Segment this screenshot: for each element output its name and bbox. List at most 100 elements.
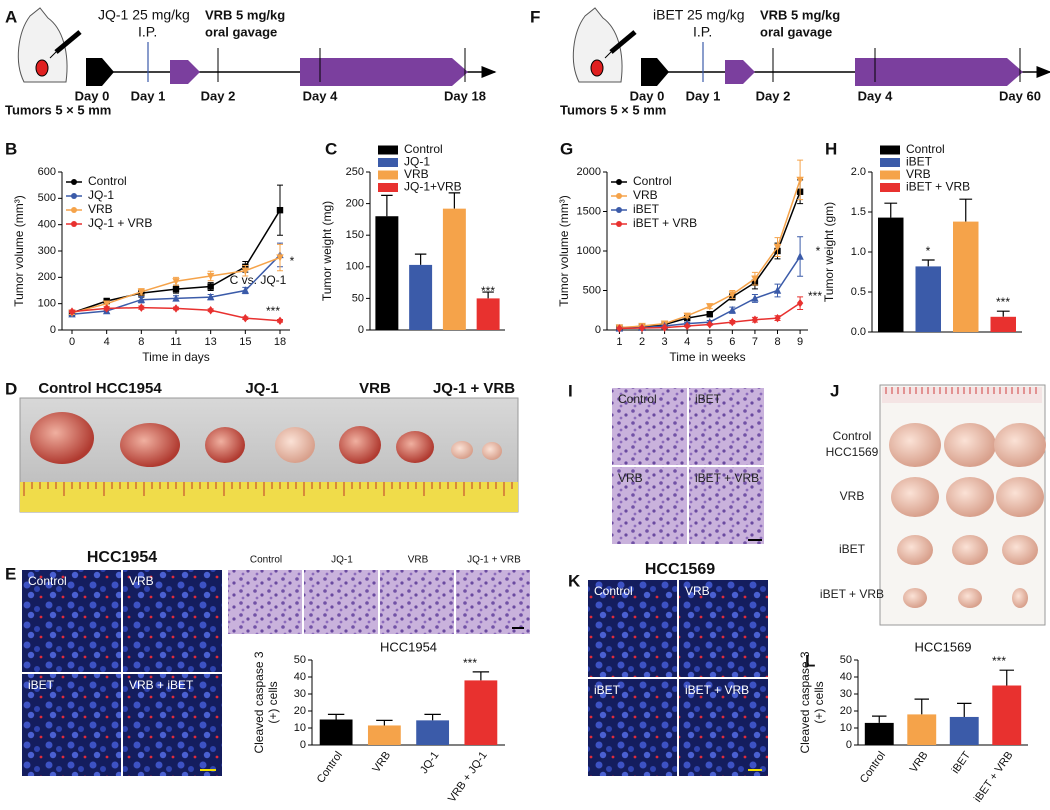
y-axis-label: Tumor weight (mg) [320, 201, 334, 301]
tumor [946, 477, 994, 517]
chart-title: HCC1954 [380, 639, 437, 654]
bar [476, 298, 500, 330]
y-tick-label: 150 [346, 229, 364, 241]
legend-marker [616, 179, 622, 185]
y-tick-label: 400 [38, 219, 56, 231]
marker [751, 294, 759, 302]
marker [774, 313, 781, 323]
error-bar [448, 192, 461, 209]
marker [68, 307, 76, 316]
y-tick-label: 1000 [577, 245, 601, 257]
tumor [275, 427, 315, 463]
y-tick-label: 200 [38, 271, 56, 283]
micrograph [612, 467, 687, 544]
tumor [1012, 588, 1028, 608]
legend-label: VRB [88, 202, 113, 216]
tumor [1002, 535, 1038, 565]
chart-title: HCC1569 [914, 639, 971, 654]
micrograph [689, 467, 764, 544]
panel-letter: B [5, 139, 17, 158]
marker [796, 252, 804, 260]
micrograph-label: Control [28, 574, 67, 588]
x-tick-label: VRB [370, 750, 393, 775]
x-tick-label: 15 [239, 336, 251, 348]
photo-label: HCC1569 [826, 445, 879, 459]
micrograph-label: JQ-1 + VRB [467, 555, 521, 566]
y-tick-label: 2000 [577, 166, 601, 178]
y-tick-label: 1.5 [851, 206, 866, 218]
legend-marker [71, 207, 77, 213]
start-arrow [641, 58, 669, 86]
annotation: * [926, 244, 931, 258]
micrograph-label: iBET + VRB [685, 683, 749, 697]
tumor [120, 423, 180, 467]
error-bar [996, 310, 1010, 317]
error-bar [959, 198, 973, 222]
y-tick-label: 2.0 [851, 166, 866, 178]
micrograph-label: VRB [408, 555, 429, 566]
marker [103, 304, 110, 313]
marker [137, 295, 146, 303]
tumor [482, 442, 502, 460]
marker [172, 278, 180, 286]
legend-label: VRB [404, 167, 429, 181]
x-tick-label: 0 [69, 336, 75, 348]
y-tick-label: 0.5 [851, 286, 866, 298]
micrograph [123, 570, 222, 672]
photo-label: JQ-1 + VRB [433, 380, 515, 397]
error-bar [327, 713, 345, 720]
y-tick-label: 500 [38, 192, 56, 204]
marker [242, 313, 249, 323]
tumor [889, 423, 941, 467]
y-tick-label: 1500 [577, 205, 601, 217]
bar [992, 685, 1022, 745]
legend-marker [71, 221, 77, 227]
day-label: Day 4 [303, 88, 338, 103]
panel-letter: A [5, 7, 17, 26]
legend-label: JQ-1+VRB [404, 180, 462, 194]
y-axis-label: (+) cells [812, 681, 826, 723]
tumor-size: Tumors 5 × 5 mm [5, 102, 111, 117]
bar [953, 221, 979, 332]
marker [661, 323, 668, 332]
marker [138, 303, 145, 312]
legend-label: Control [404, 142, 443, 156]
start-arrow [86, 58, 114, 86]
marker [616, 324, 623, 333]
micrograph [612, 388, 687, 465]
x-tick-label: 4 [104, 336, 110, 348]
y-tick-label: 0 [846, 739, 852, 751]
marker [241, 286, 250, 294]
y-tick-label: 30 [294, 688, 306, 700]
micrograph-label: iBET [695, 392, 722, 406]
marker [276, 254, 284, 262]
legend-swatch [880, 183, 900, 192]
ruler [20, 482, 518, 512]
vrb-route: oral gavage [205, 24, 277, 39]
marker [796, 298, 804, 308]
syringe-needle [49, 51, 57, 59]
bar [367, 725, 401, 745]
x-tick-label: 7 [752, 336, 758, 348]
micrograph [689, 388, 764, 465]
x-tick-label: iBET + VRB [972, 750, 1016, 805]
marker [276, 206, 284, 214]
micrograph [22, 570, 121, 672]
day-label: Day 18 [444, 88, 486, 103]
drug-label: iBET 25 mg/kg [653, 7, 745, 23]
y-axis-label: (+) cells [266, 681, 280, 723]
y-tick-label: 0 [50, 324, 56, 336]
vrb-label: VRB 5 mg/kg [760, 7, 840, 22]
tumor-size: Tumors 5 × 5 mm [560, 102, 666, 117]
micrograph-label: VRB [618, 471, 643, 485]
bar [990, 316, 1016, 332]
panel-letter: I [568, 381, 573, 400]
x-tick-label: 2 [639, 336, 645, 348]
legend-swatch [378, 183, 398, 192]
tumor [897, 535, 933, 565]
panel-letter: E [5, 564, 16, 583]
tumor [994, 423, 1046, 467]
error-bar [921, 259, 935, 267]
legend-label: Control [906, 142, 945, 156]
